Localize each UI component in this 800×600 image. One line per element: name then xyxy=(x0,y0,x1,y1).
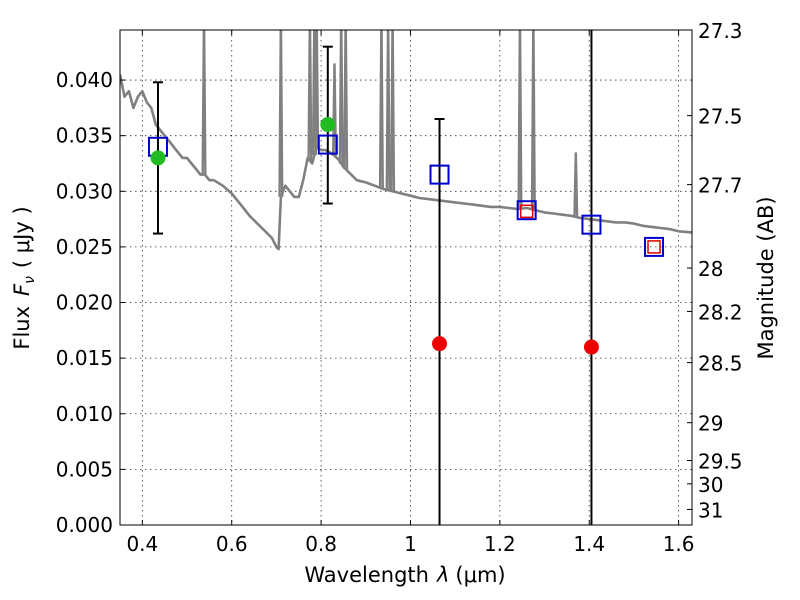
emission-line xyxy=(314,30,320,147)
right-tick-label: 29 xyxy=(698,412,723,436)
model-square xyxy=(644,236,665,257)
y-tick-label: 0.025 xyxy=(56,235,113,259)
y-tick-label: 0.015 xyxy=(56,346,113,370)
right-tick-label: 30 xyxy=(698,473,723,497)
x-tick-label: 1 xyxy=(404,532,417,556)
emission-line xyxy=(517,30,523,209)
grid xyxy=(120,30,692,525)
y-tick-label: 0.000 xyxy=(56,513,113,537)
x-tick-label: 1.6 xyxy=(663,532,695,556)
model-square xyxy=(516,200,537,221)
model-square xyxy=(317,134,338,155)
spectrum-layer xyxy=(120,30,692,251)
x-tick-label: 0.4 xyxy=(126,532,158,556)
emission-line xyxy=(390,30,396,192)
emission-line xyxy=(331,63,338,156)
y-tick-label: 0.035 xyxy=(56,124,113,148)
right-axis-title: Magnitude (AB) xyxy=(754,196,778,359)
green-point xyxy=(320,117,336,133)
emission-line xyxy=(530,30,536,210)
y-axis-ticks: 0.000 0.005 0.010 0.015 0.020 0.025 0.030 0.035… xyxy=(56,68,125,537)
y-tick-label: 0.040 xyxy=(56,68,113,92)
emission-line xyxy=(307,30,313,161)
x-axis-title: Wavelength λ (μm) xyxy=(304,563,505,587)
right-tick-label: 31 xyxy=(698,498,723,522)
right-tick-label: 29.5 xyxy=(698,449,743,473)
y-tick-label: 0.010 xyxy=(56,402,113,426)
emission-line xyxy=(573,152,579,217)
emission-line xyxy=(278,30,284,197)
right-tick-label: 27.3 xyxy=(698,19,743,43)
y-tick-label: 0.020 xyxy=(56,291,113,315)
green-point xyxy=(150,150,166,166)
y-tick-label: 0.005 xyxy=(56,457,113,481)
plot-frame xyxy=(119,29,693,526)
right-tick-label: 27.7 xyxy=(698,174,743,198)
emission-line xyxy=(338,30,344,164)
model-square xyxy=(581,214,602,235)
y-axis-title: FluxFν( μJy ) xyxy=(10,206,38,349)
marker-layer xyxy=(147,117,665,355)
right-tick-label: 28.2 xyxy=(698,300,743,324)
x-tick-label: 1.4 xyxy=(573,532,605,556)
red-point xyxy=(583,339,599,355)
emission-line xyxy=(385,30,391,191)
red-square xyxy=(519,204,534,219)
x-axis-ticks: 0.4 0.6 0.8 1 1.2 1.4 1.6 xyxy=(126,30,695,556)
errorbar-layer xyxy=(152,30,593,525)
y-tick-label: 0.030 xyxy=(56,179,113,203)
right-tick-label: 27.5 xyxy=(698,105,743,129)
x-tick-label: 1.2 xyxy=(484,532,516,556)
x-tick-label: 0.8 xyxy=(305,532,337,556)
right-tick-label: 28.5 xyxy=(698,352,743,376)
emission-line xyxy=(378,30,384,189)
red-square xyxy=(647,240,661,254)
red-point xyxy=(432,336,448,352)
emission-line xyxy=(201,30,207,175)
x-tick-label: 0.6 xyxy=(216,532,248,556)
right-tick-label: 28 xyxy=(698,257,723,281)
emission-line xyxy=(343,30,349,170)
model-square xyxy=(429,164,450,185)
